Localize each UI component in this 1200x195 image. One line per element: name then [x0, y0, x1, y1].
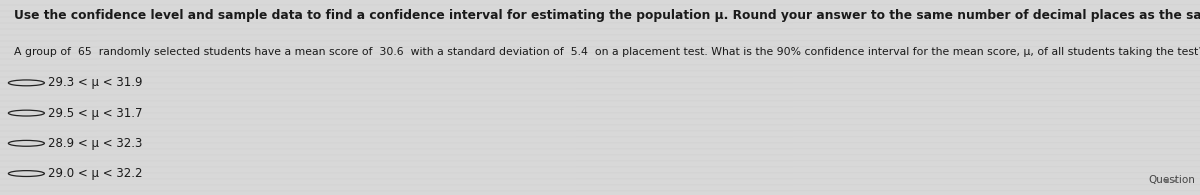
- Text: 29.3 < μ < 31.9: 29.3 < μ < 31.9: [48, 76, 143, 89]
- Text: Question: Question: [1148, 175, 1195, 185]
- Text: A group of  65  randomly selected students have a mean score of  30.6  with a st: A group of 65 randomly selected students…: [14, 47, 1200, 57]
- Text: 29.5 < μ < 31.7: 29.5 < μ < 31.7: [48, 107, 143, 120]
- Text: 28.9 < μ < 32.3: 28.9 < μ < 32.3: [48, 137, 143, 150]
- Text: 29.0 < μ < 32.2: 29.0 < μ < 32.2: [48, 167, 143, 180]
- Text: ◄ ◄: ◄ ◄: [1163, 176, 1177, 185]
- Text: Use the confidence level and sample data to find a confidence interval for estim: Use the confidence level and sample data…: [14, 9, 1200, 22]
